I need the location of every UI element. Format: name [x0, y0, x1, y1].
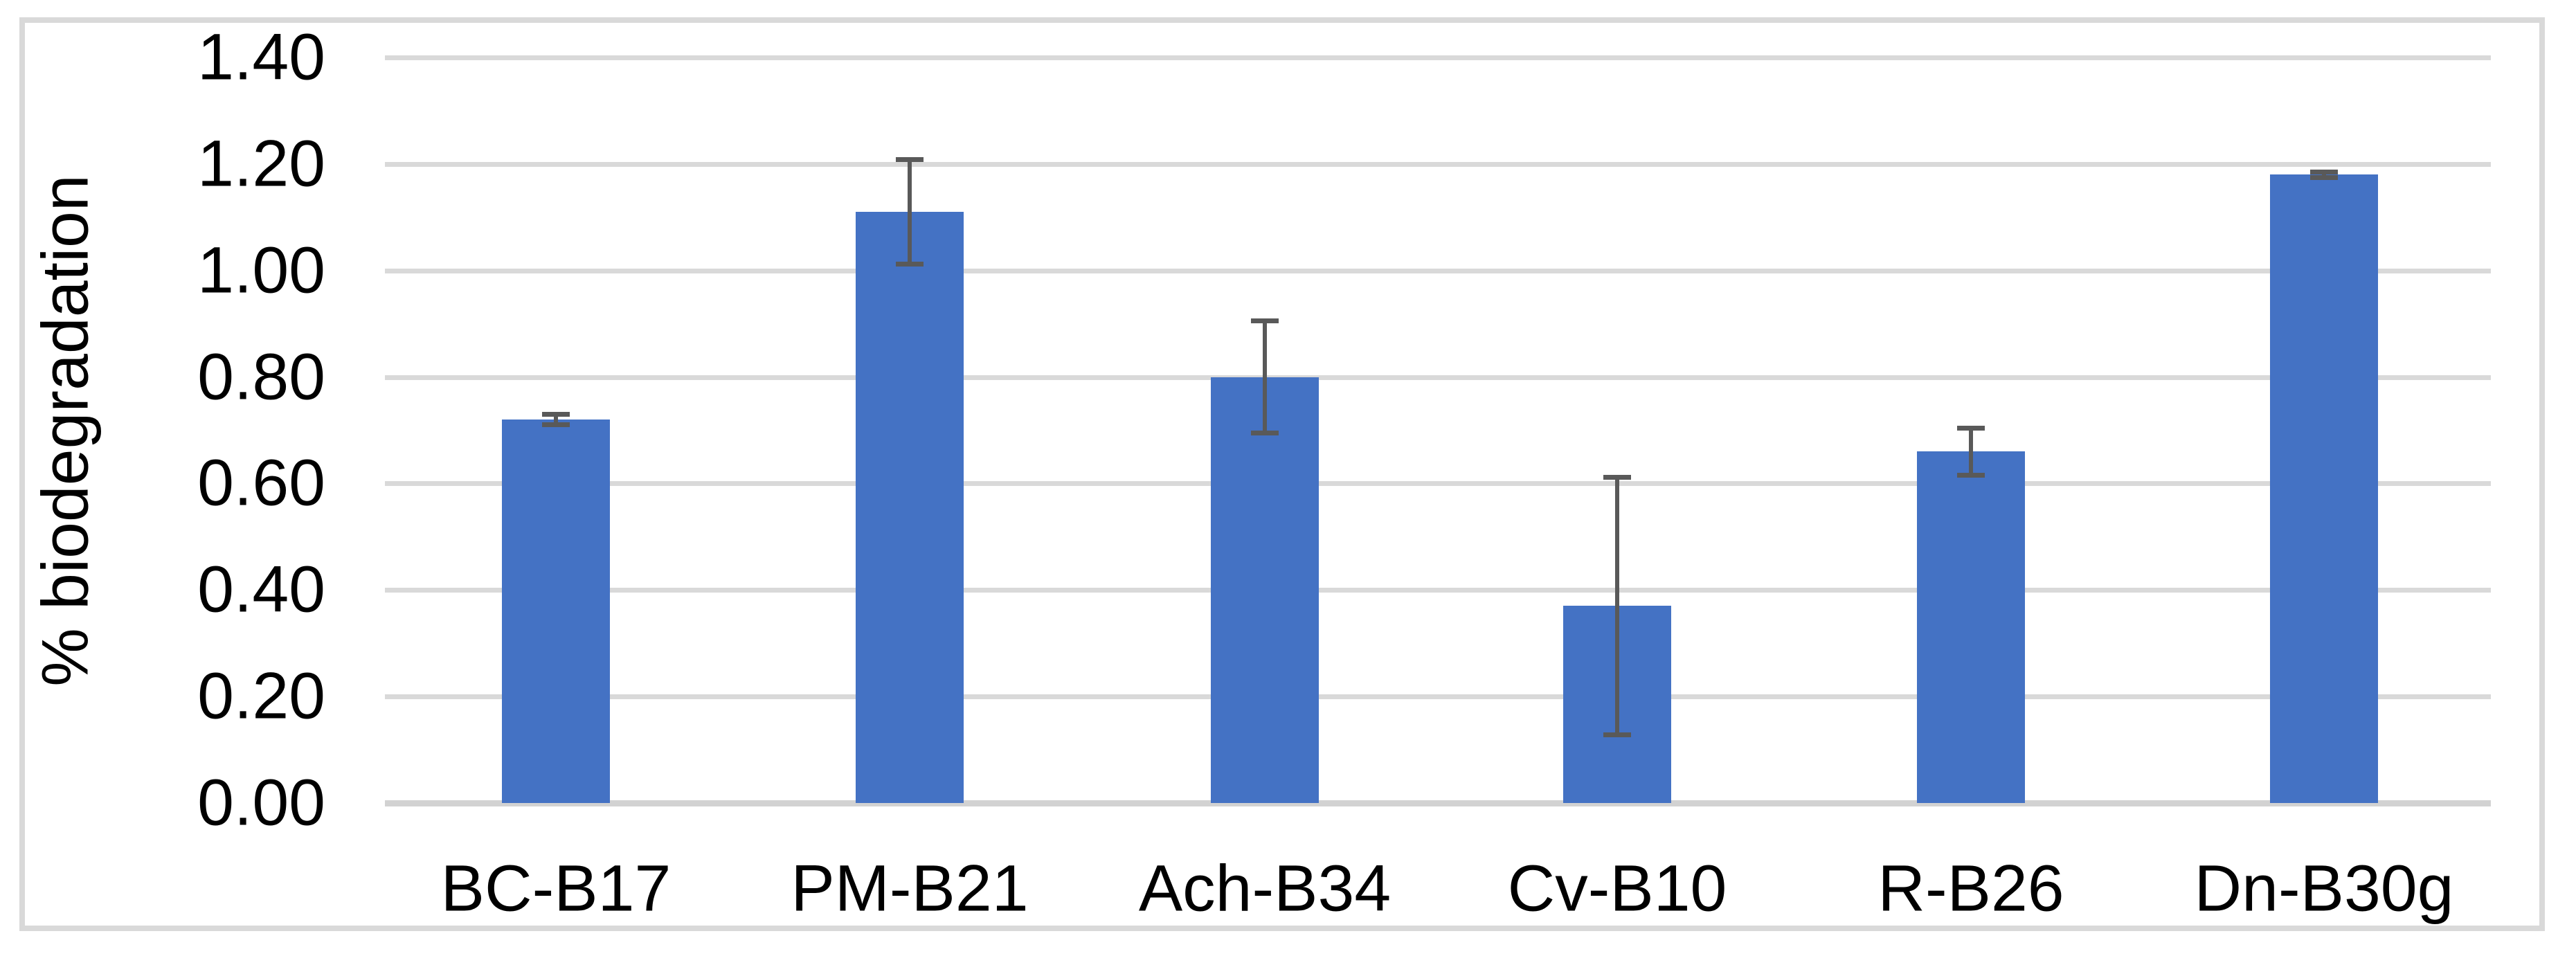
error-bar-cap-top-Cv-B10	[1603, 474, 1631, 480]
x-axis-line	[385, 800, 2491, 806]
error-bar-cap-bottom-Ach-B34	[1251, 430, 1279, 435]
gridline-0.80	[385, 375, 2491, 380]
gridline-1.40	[385, 55, 2491, 60]
gridline-1.00	[385, 268, 2491, 273]
x-category-label-BC-B17: BC-B17	[440, 851, 672, 926]
x-category-label-R-B26: R-B26	[1877, 851, 2064, 926]
y-tick-label-1.40: 1.40	[197, 20, 325, 94]
gridline-0.40	[385, 588, 2491, 593]
error-bar-cap-top-PM-B21	[896, 157, 924, 163]
bar-Dn-B30g	[2270, 174, 2378, 803]
y-tick-label-0.20: 0.20	[197, 659, 325, 733]
y-tick-label-1.20: 1.20	[197, 127, 325, 201]
error-bar-cap-top-BC-B17	[542, 411, 570, 417]
y-tick-label-0.40: 0.40	[197, 552, 325, 626]
gridline-1.20	[385, 161, 2491, 167]
gridline-0.20	[385, 694, 2491, 700]
error-bar-cap-bottom-R-B26	[1957, 472, 1985, 478]
error-bar-stem-R-B26	[1969, 428, 1973, 476]
error-bar-stem-Ach-B34	[1263, 321, 1267, 433]
error-bar-cap-bottom-Dn-B30g	[2310, 174, 2338, 180]
error-bar-cap-bottom-Cv-B10	[1603, 732, 1631, 738]
error-bar-cap-bottom-PM-B21	[896, 261, 924, 267]
error-bar-cap-top-R-B26	[1957, 425, 1985, 431]
bar-Ach-B34	[1211, 377, 1319, 803]
error-bar-stem-BC-B17	[554, 414, 558, 425]
y-tick-label-1.00: 1.00	[197, 233, 325, 307]
bar-PM-B21	[856, 212, 964, 803]
y-tick-label-0.00: 0.00	[197, 766, 325, 840]
bar-BC-B17	[502, 420, 610, 803]
error-bar-cap-bottom-BC-B17	[542, 422, 570, 428]
x-category-label-PM-B21: PM-B21	[791, 851, 1029, 926]
x-category-label-Ach-B34: Ach-B34	[1138, 851, 1391, 926]
y-tick-label-0.80: 0.80	[197, 340, 325, 414]
error-bar-stem-Cv-B10	[1615, 477, 1619, 735]
y-tick-label-0.60: 0.60	[197, 446, 325, 520]
error-bar-stem-Dn-B30g	[2322, 172, 2326, 178]
bar-R-B26	[1917, 451, 2025, 803]
error-bar-cap-top-Ach-B34	[1251, 318, 1279, 324]
x-category-label-Dn-B30g: Dn-B30g	[2194, 851, 2454, 926]
gridline-0.60	[385, 481, 2491, 487]
error-bar-cap-top-Dn-B30g	[2310, 169, 2338, 174]
x-category-label-Cv-B10: Cv-B10	[1507, 851, 1727, 926]
error-bar-stem-PM-B21	[908, 159, 912, 264]
